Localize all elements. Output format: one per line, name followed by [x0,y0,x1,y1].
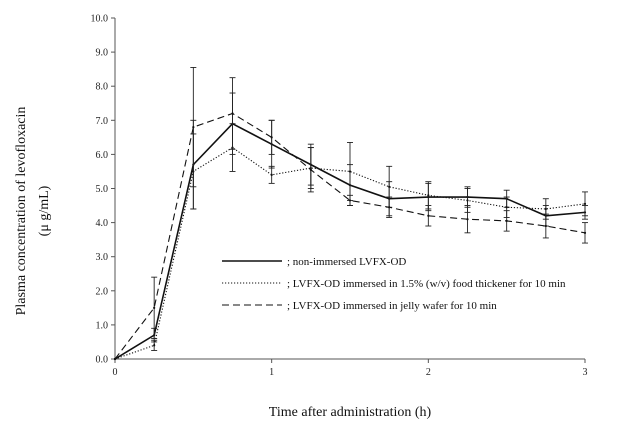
y-tick-label: 2.0 [96,286,109,297]
series-marks [113,66,588,361]
y-tick-label: 0.0 [96,355,109,366]
data-point [505,206,508,209]
data-point [113,357,117,361]
x-tick-label: 1 [269,367,274,378]
data-point [583,202,587,205]
data-point [192,126,195,129]
data-point [466,218,469,221]
legend-label: ; LVFX-OD immersed in 1.5% (w/v) food th… [287,278,566,290]
data-point [270,136,273,139]
x-tick-label: 3 [583,367,588,378]
data-point [427,194,430,197]
data-point [544,207,547,211]
data-point [505,219,508,222]
y-tick-label: 6.0 [96,150,109,161]
x-tick-label: 0 [113,367,118,378]
y-tick-label: 10.0 [91,14,109,25]
data-point [388,185,391,188]
y-axis-title: Plasma concentration of levofloxacin [14,107,29,316]
y-tick-label: 3.0 [96,252,109,263]
y-tick-label: 5.0 [96,184,109,195]
y-tick-label: 1.0 [96,320,109,331]
legend: ; non-immersed LVFX-OD ; LVFX-OD immersed… [222,256,566,312]
series-group [113,66,588,361]
data-point [583,231,587,234]
y-tick-label: 4.0 [96,218,109,229]
data-point [270,173,273,176]
axes: 0.0 1.0 2.0 3.0 4.0 5.0 6.0 7.0 8.0 9.0 10.0 0 1 2 3 [91,14,588,379]
y-tick-label: 9.0 [96,48,109,59]
data-point [544,224,547,228]
legend-label: ; LVFX-OD immersed in jelly wafer for 10… [287,300,497,312]
x-tick-label: 2 [426,367,431,378]
data-point [348,199,352,202]
data-point [427,214,430,217]
data-point [153,306,156,309]
data-point [309,168,312,171]
y-tick-label: 8.0 [96,82,109,93]
data-point [153,344,156,347]
data-point [231,112,234,115]
series-group [113,92,588,361]
y-tick-label: 7.0 [96,116,109,127]
data-point [348,170,352,173]
y-axis-unit: (μ g/mL) [37,185,52,236]
x-axis-title: Time after administration (h) [269,405,432,420]
data-point [466,199,469,202]
legend-label: ; non-immersed LVFX-OD [287,256,406,268]
series-group [113,123,588,361]
data-point [388,206,391,209]
